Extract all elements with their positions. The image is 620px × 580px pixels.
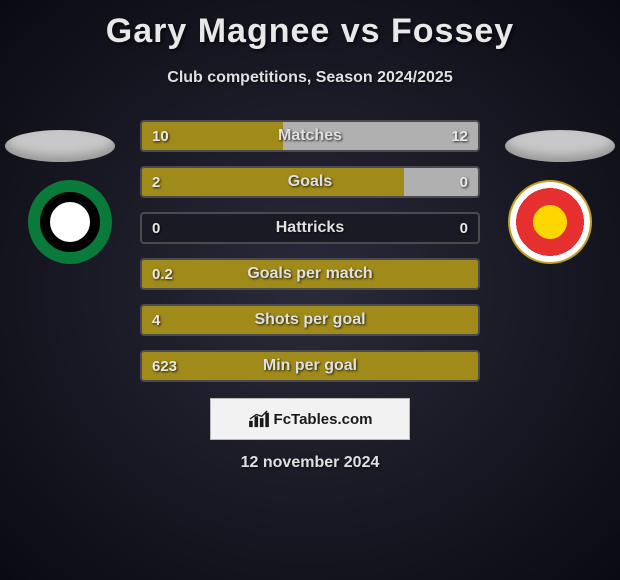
- brand-badge[interactable]: FcTables.com: [210, 398, 410, 440]
- stat-label: Goals per match: [142, 260, 478, 288]
- stat-row: 623Min per goal: [140, 350, 480, 382]
- player-head-right: [505, 130, 615, 162]
- footer-date: 12 november 2024: [0, 454, 620, 472]
- stat-row: 4Shots per goal: [140, 304, 480, 336]
- stat-label: Min per goal: [142, 352, 478, 380]
- stat-label: Shots per goal: [142, 306, 478, 334]
- chart-icon: [248, 410, 270, 428]
- stat-label: Hattricks: [142, 214, 478, 242]
- stats-bars: 1012Matches 20Goals 00Hattricks 0.2Goals pe…: [140, 120, 480, 396]
- stat-row: 0.2Goals per match: [140, 258, 480, 290]
- stat-row: 1012Matches: [140, 120, 480, 152]
- brand-text: FcTables.com: [274, 411, 373, 428]
- stat-row: 00Hattricks: [140, 212, 480, 244]
- stat-label: Matches: [142, 122, 478, 150]
- cercle-brugge-logo: [28, 180, 112, 264]
- player-head-left: [5, 130, 115, 162]
- standard-liege-logo: [508, 180, 592, 264]
- stat-row: 20Goals: [140, 166, 480, 198]
- page-title: Gary Magnee vs Fossey: [0, 0, 620, 51]
- stat-label: Goals: [142, 168, 478, 196]
- subtitle: Club competitions, Season 2024/2025: [0, 69, 620, 87]
